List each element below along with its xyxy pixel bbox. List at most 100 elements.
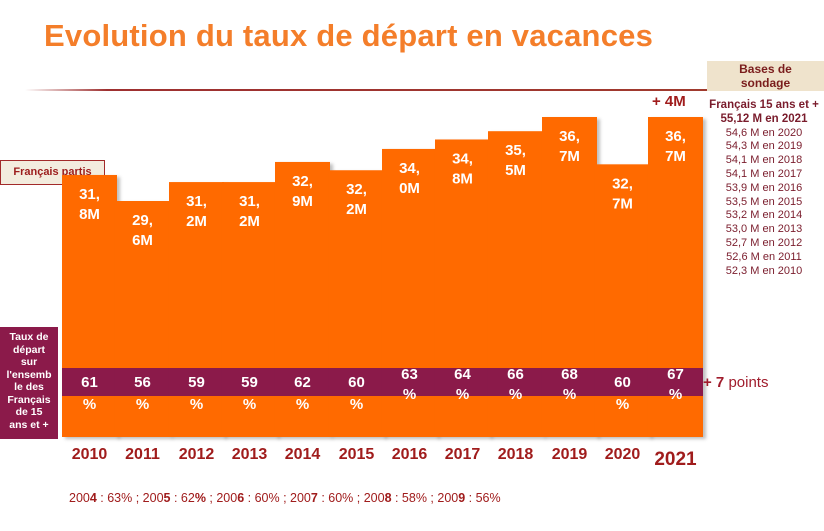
rate-value-label: 67: [667, 366, 684, 383]
taux-legend-line: ans et +: [9, 418, 49, 431]
footnote-year-digit: 8: [384, 491, 392, 505]
bases-title-line1: Bases de: [739, 62, 792, 76]
bases-row: 52,7 M en 2012: [725, 236, 803, 249]
bases-rows: 54,6 M en 2020 54,3 M en 2019 54,1 M en 20…: [704, 127, 824, 279]
footnote-year-prefix: 200: [216, 491, 238, 505]
rate-value-label: 60: [614, 374, 631, 391]
rate-percent-sign: %: [243, 396, 256, 413]
x-tick-label: 2014: [285, 446, 321, 463]
rate-band-2011: [115, 368, 170, 396]
bases-de-sondage-header: Bases de sondage: [707, 61, 824, 91]
x-tick-label: 2011: [125, 446, 160, 463]
rate-value-label: 59: [188, 374, 205, 391]
bases-row: 53,2 M en 2014: [725, 209, 803, 222]
rate-value-label: 61: [81, 374, 98, 391]
bar-value-label: 36,: [665, 128, 686, 145]
footnote-value: : 63% ;: [96, 491, 143, 505]
bases-head1: Français 15 ans et +: [709, 99, 819, 111]
rate-value-label: 59: [241, 374, 258, 391]
rate-band-2015: [329, 368, 384, 396]
rate-band-2020: [595, 368, 650, 396]
bar-value-label: 34,: [399, 160, 420, 177]
bases-row: 53,0 M en 2013: [725, 223, 803, 236]
rate-percent-sign: %: [190, 396, 203, 413]
bases-title-line2: sondage: [740, 76, 791, 90]
title-divider: [25, 89, 707, 91]
bar-value-label: 31,: [239, 193, 260, 210]
annotation-plus-4m: + 4M: [652, 93, 686, 110]
rate-value-label: 66: [507, 366, 524, 383]
bar-value-label: 8M: [79, 206, 100, 223]
rate-percent-sign: %: [83, 396, 96, 413]
bar-value-label: 7M: [665, 148, 686, 165]
rate-value-label: 62: [294, 374, 311, 391]
plus-7-bold: + 7: [703, 374, 725, 391]
footnote-year-prefix: 200: [290, 491, 311, 505]
bar-value-label: 31,: [79, 186, 100, 203]
x-tick-label: 2020: [605, 446, 641, 463]
bar-value-label: 7M: [559, 148, 580, 165]
bar-value-label: 31,: [186, 193, 207, 210]
rate-band-2017: [435, 368, 490, 396]
footnote-value: : 62: [170, 491, 195, 505]
chart-title: Evolution du taux de départ en vacances: [44, 18, 654, 53]
bases-row: 54,1 M en 2018: [725, 154, 803, 167]
rate-value-label: 63: [401, 366, 418, 383]
rate-percent-sign: %: [350, 396, 363, 413]
footnote-value: : 56%: [465, 491, 501, 505]
bar-value-label: 2M: [346, 201, 367, 218]
annotation-plus-7-points: + 7 points: [703, 374, 768, 391]
footnote-year-prefix: 200: [363, 491, 385, 505]
bases-row: 54,3 M en 2019: [725, 140, 803, 153]
footnote-value: : 60% ;: [244, 491, 291, 505]
bar-value-label: 36,: [559, 128, 580, 145]
x-tick-label: 2013: [232, 446, 268, 463]
bar-value-label: 34,: [452, 150, 473, 167]
bar-value-label: 0M: [399, 180, 420, 197]
rate-value-label: 56: [134, 374, 151, 391]
rate-band-2010: [62, 368, 117, 396]
bar-value-label: 32,: [346, 181, 367, 198]
bar-value-label: 35,: [505, 142, 526, 159]
x-tick-label: 2015: [339, 446, 375, 463]
x-tick-label: 2019: [552, 446, 588, 463]
rate-band-2018: [488, 368, 543, 396]
bar-value-label: 32,: [612, 175, 633, 192]
rate-value-label: 64: [454, 366, 471, 383]
x-tick-label: 2016: [392, 446, 428, 463]
taux-legend-line: Taux de: [9, 331, 49, 343]
taux-legend-line: sur: [20, 356, 38, 368]
taux-legend-line: de 15: [15, 406, 43, 418]
rate-percent-sign: %: [669, 386, 682, 403]
x-tick-label: 2021: [654, 449, 697, 470]
points-text: points: [724, 374, 769, 391]
rate-band-2014: [275, 368, 330, 396]
footnote-year-digit: 6: [237, 491, 245, 505]
taux-legend-line: Français: [7, 393, 51, 406]
rate-percent-sign: %: [563, 386, 576, 403]
x-tick-label: 2017: [445, 446, 481, 463]
footnote-year-prefix: 200: [142, 491, 164, 505]
bases-row: 54,1 M en 2017: [725, 167, 803, 180]
bases-row: 53,5 M en 2015: [725, 195, 803, 208]
bar-2011: [115, 201, 170, 437]
rate-band-2019: [542, 368, 597, 396]
bar-value-label: 6M: [132, 232, 153, 249]
rate-percent-sign: %: [296, 396, 309, 413]
footnote-year-prefix: 200: [69, 491, 90, 505]
rate-percent-sign: %: [403, 386, 416, 403]
rate-value-label: 60: [348, 374, 365, 391]
bases-list: Français 15 ans et + 55,12 M en 2021 54,…: [704, 99, 824, 278]
rate-percent-sign: %: [136, 396, 149, 413]
rate-band-2013: [222, 368, 277, 396]
bar-value-label: 7M: [612, 195, 633, 212]
footnote-value: : 58% ;: [391, 491, 438, 505]
bar-value-label: 32,: [292, 173, 313, 190]
bar-value-label: 8M: [452, 170, 473, 187]
rate-value-label: 68: [561, 366, 578, 383]
bar-value-label: 5M: [505, 162, 526, 179]
bases-row: 53,9 M en 2016: [725, 181, 803, 194]
rate-percent-sign: %: [509, 386, 522, 403]
bases-row: 52,6 M en 2011: [726, 250, 802, 263]
